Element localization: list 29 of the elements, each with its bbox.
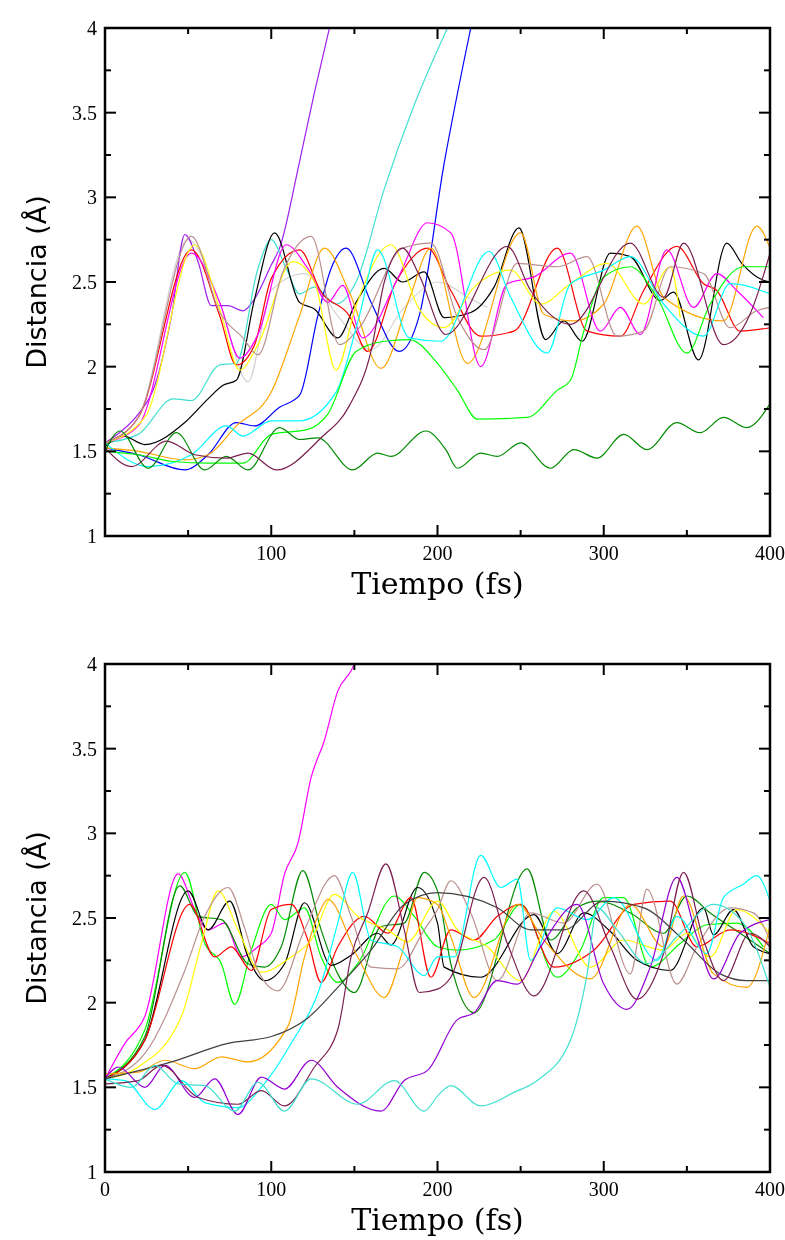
y-tick-label: 2 xyxy=(87,355,97,378)
x-tick-label: 0 xyxy=(100,1178,110,1200)
y-tick-label: 1.5 xyxy=(72,440,97,463)
y-tick-label: 3.5 xyxy=(72,101,97,124)
y-tick-label: 3 xyxy=(87,186,97,209)
line-series xyxy=(104,403,771,471)
y-tick-label: 3.5 xyxy=(72,737,97,760)
x-tick-label: 200 xyxy=(422,1178,453,1200)
x-tick-label: 100 xyxy=(256,1178,287,1200)
y-tick-label: 3 xyxy=(87,822,97,845)
y-tick-label: 2 xyxy=(87,991,97,1014)
y-axis-title: Distancia (Å) xyxy=(21,195,52,369)
x-tick-label: 300 xyxy=(588,1178,619,1200)
y-tick-label: 1 xyxy=(87,1161,97,1183)
x-tick-label: 400 xyxy=(755,1178,785,1200)
x-tick-label: 100 xyxy=(256,542,287,564)
x-axis-title: Tiempo (fs) xyxy=(351,1202,524,1237)
y-tick-label: 1 xyxy=(87,525,97,547)
x-tick-label: 400 xyxy=(755,542,785,564)
x-axis-title: Tiempo (fs) xyxy=(351,566,524,601)
x-tick-label: 200 xyxy=(422,542,453,564)
y-tick-label: 4 xyxy=(87,17,97,39)
y-tick-label: 4 xyxy=(87,653,97,675)
y-tick-label: 2.5 xyxy=(72,271,97,293)
y-tick-label: 2.5 xyxy=(72,907,97,929)
y-axis-title: Distancia (Å) xyxy=(21,831,52,1005)
x-tick-label: 300 xyxy=(588,542,619,564)
y-tick-label: 1.5 xyxy=(72,1076,97,1099)
line-series xyxy=(104,27,331,444)
